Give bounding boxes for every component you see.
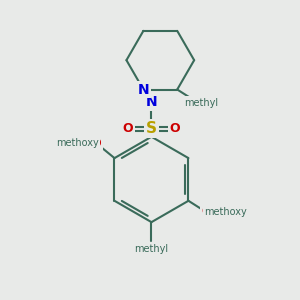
- Text: S: S: [146, 121, 157, 136]
- Text: O: O: [91, 138, 101, 148]
- Text: N: N: [138, 82, 149, 97]
- Text: O: O: [123, 122, 133, 135]
- Text: O: O: [170, 122, 180, 135]
- Text: methyl: methyl: [184, 98, 219, 108]
- Text: O: O: [202, 205, 212, 218]
- Text: methyl: methyl: [134, 244, 169, 254]
- Text: methoxy: methoxy: [61, 139, 98, 148]
- Text: N: N: [146, 95, 157, 109]
- Text: methoxy: methoxy: [56, 138, 98, 148]
- Text: methoxy: methoxy: [205, 207, 247, 217]
- Text: O: O: [91, 137, 101, 150]
